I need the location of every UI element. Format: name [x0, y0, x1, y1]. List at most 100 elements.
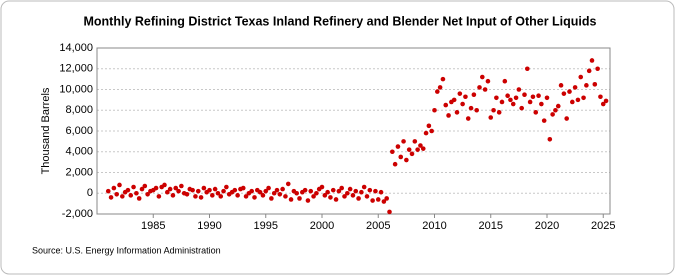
point	[550, 112, 555, 117]
y-tick-label: 10,000	[59, 83, 93, 95]
point	[558, 83, 564, 88]
point	[536, 93, 541, 99]
point	[398, 154, 404, 160]
point	[179, 183, 184, 189]
point	[260, 193, 266, 198]
x-tick-label: 2010	[422, 220, 446, 232]
point	[345, 190, 350, 196]
point	[465, 116, 471, 121]
point	[131, 184, 136, 190]
point	[384, 196, 389, 201]
y-tick-label: -2,000	[62, 208, 93, 220]
point	[378, 189, 384, 195]
point	[274, 187, 280, 193]
point	[404, 157, 409, 163]
point	[136, 196, 142, 201]
point	[257, 189, 263, 195]
point	[330, 187, 336, 193]
point	[305, 198, 311, 203]
point	[367, 187, 373, 193]
point	[443, 102, 449, 108]
point	[170, 193, 176, 198]
point	[288, 197, 294, 202]
point	[342, 194, 347, 199]
point	[392, 161, 398, 167]
point	[271, 190, 277, 196]
point	[207, 187, 212, 193]
y-tick-label: 12,000	[59, 63, 93, 75]
point	[359, 189, 364, 195]
point	[153, 185, 159, 191]
point	[595, 66, 600, 72]
point	[463, 94, 468, 100]
x-tick-label: 1985	[141, 220, 165, 232]
point	[249, 188, 254, 194]
point	[522, 92, 527, 97]
point	[406, 147, 412, 152]
point	[578, 74, 584, 80]
point	[420, 146, 426, 151]
point	[533, 110, 539, 115]
point	[308, 188, 314, 194]
point	[165, 189, 170, 195]
point	[539, 101, 544, 107]
point	[114, 191, 119, 197]
point	[603, 98, 609, 104]
point	[491, 107, 496, 113]
x-tick-label: 1990	[197, 220, 221, 232]
point	[128, 193, 134, 198]
point	[553, 107, 558, 113]
point	[454, 110, 460, 115]
point	[240, 185, 246, 191]
point	[555, 103, 561, 109]
point	[350, 193, 356, 198]
point	[297, 196, 302, 201]
point	[395, 144, 401, 149]
point	[232, 187, 238, 193]
point	[581, 95, 586, 101]
point	[505, 93, 510, 99]
x-tick-label: 2005	[366, 220, 390, 232]
point	[375, 197, 381, 202]
x-tick-label: 1995	[254, 220, 278, 232]
y-tick-label: 4,000	[65, 146, 93, 158]
point	[283, 194, 288, 199]
y-tick-label: 14,000	[59, 42, 93, 54]
point	[195, 188, 201, 194]
point	[584, 83, 589, 88]
source-note: Source: U.S. Energy Information Administ…	[32, 245, 221, 255]
point	[325, 189, 330, 195]
point	[586, 68, 592, 74]
point	[252, 195, 257, 200]
point	[277, 191, 283, 197]
point	[426, 123, 432, 129]
y-axis-label: Thousand Barrels	[40, 87, 52, 174]
point	[468, 105, 474, 111]
point	[328, 195, 333, 200]
point	[519, 105, 524, 111]
point	[319, 184, 325, 190]
x-tick-label: 2025	[591, 220, 615, 232]
x-tick-label: 2015	[479, 220, 503, 232]
point	[333, 197, 339, 202]
x-tick-label: 2000	[310, 220, 334, 232]
point	[302, 187, 308, 193]
point	[499, 99, 505, 105]
point	[218, 194, 224, 199]
point	[457, 91, 463, 96]
point	[280, 186, 285, 192]
point	[125, 187, 131, 193]
point	[423, 130, 429, 136]
point	[322, 193, 328, 198]
point	[224, 184, 229, 190]
point	[263, 188, 269, 194]
point	[525, 66, 530, 72]
point	[401, 139, 406, 144]
point	[235, 193, 240, 198]
point	[418, 143, 423, 148]
point	[567, 89, 572, 94]
point	[530, 94, 536, 100]
point	[184, 191, 190, 197]
point	[215, 190, 221, 196]
